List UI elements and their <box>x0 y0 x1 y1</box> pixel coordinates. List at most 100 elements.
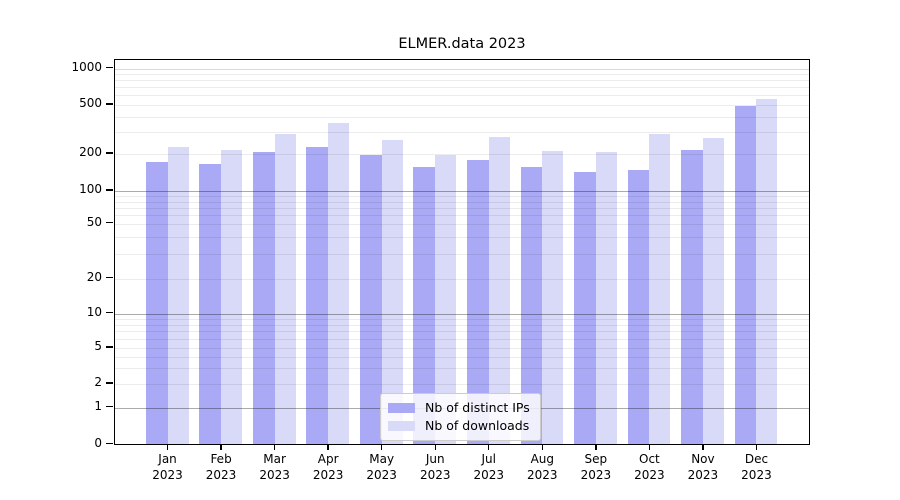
x-axis-tick-label: Jan 2023 <box>136 451 200 483</box>
y-axis-tick <box>106 67 113 69</box>
bar-downloads <box>488 136 510 445</box>
x-label-month: May <box>369 452 395 466</box>
y-axis-tick <box>106 103 113 105</box>
chart-title: ELMER.data 2023 <box>398 36 526 52</box>
x-axis-tick <box>220 444 222 450</box>
bar-downloads <box>381 139 403 445</box>
x-label-month: Jul <box>481 452 496 466</box>
gridline-1000 <box>115 68 809 70</box>
y-axis-tick-label: 50 <box>86 214 102 229</box>
bar-downloads <box>595 151 617 445</box>
y-axis-tick-label: 200 <box>79 145 102 159</box>
x-label-year: 2023 <box>634 468 665 482</box>
bar-distinct-ips <box>466 159 489 445</box>
y-axis-tick <box>106 312 113 314</box>
legend-row: Nb of distinct IPs <box>388 399 530 417</box>
bar-downloads <box>328 123 350 445</box>
x-axis-tick-label: Apr 2023 <box>296 451 360 483</box>
bar-distinct-ips <box>145 161 168 445</box>
x-label-year: 2023 <box>366 468 397 482</box>
y-axis-tick-label: 10 <box>86 304 102 319</box>
x-axis-tick-label: Nov 2023 <box>671 451 735 483</box>
y-axis-tick <box>106 346 113 348</box>
x-axis-tick <box>166 444 169 450</box>
bar-distinct-ips <box>734 106 757 445</box>
legend-swatch-distinct-ips <box>388 402 415 413</box>
x-label-year: 2023 <box>741 468 772 482</box>
x-label-year: 2023 <box>259 468 290 482</box>
bar-distinct-ips <box>252 151 275 445</box>
y-axis-tick-label: 100 <box>79 182 102 196</box>
x-label-month: Mar <box>263 452 286 466</box>
x-axis-tick-label: Mar 2023 <box>243 451 307 483</box>
x-label-year: 2023 <box>205 468 237 482</box>
y-axis-tick-label: 500 <box>79 96 102 110</box>
y-axis-tick-label: 2 <box>94 375 102 389</box>
y-axis-tick-label: 0 <box>94 435 102 450</box>
bar-distinct-ips <box>681 150 703 445</box>
gridline-minor <box>115 80 809 82</box>
gridline-minor <box>115 74 809 76</box>
x-label-month: Apr <box>317 452 339 466</box>
x-label-month: Sep <box>584 452 608 466</box>
y-axis-tick <box>106 152 113 154</box>
bar-downloads <box>274 133 296 445</box>
bar-distinct-ips <box>306 146 329 445</box>
x-axis-tick-label: Jul 2023 <box>457 451 521 483</box>
x-axis-tick-label: May 2023 <box>350 451 414 483</box>
x-axis-tick <box>380 444 383 450</box>
gridline-minor <box>115 132 809 134</box>
x-label-month: Dec <box>744 452 769 466</box>
bar-downloads <box>649 134 671 445</box>
gridline-minor <box>115 95 809 97</box>
x-axis-tick <box>434 444 436 450</box>
y-axis-tick <box>106 222 113 224</box>
x-label-month: Jan <box>158 452 177 466</box>
x-axis-tick <box>488 444 490 450</box>
x-axis-tick <box>327 444 329 450</box>
x-axis-tick <box>648 444 651 450</box>
bar-distinct-ips <box>574 172 596 445</box>
y-axis-tick <box>106 277 113 279</box>
x-axis-tick <box>541 444 543 450</box>
bar-downloads <box>756 98 778 445</box>
x-label-month: Aug <box>530 452 555 466</box>
gridline-minor <box>115 105 809 106</box>
legend-label-downloads: Nb of downloads <box>425 418 530 433</box>
x-axis-tick-label: Feb 2023 <box>189 451 253 483</box>
legend-label-distinct-ips: Nb of distinct IPs <box>425 400 530 415</box>
gridline-minor <box>115 116 809 118</box>
x-label-year: 2023 <box>527 468 558 482</box>
bar-distinct-ips <box>199 163 222 445</box>
x-axis-tick <box>755 444 758 450</box>
x-axis-tick-label: Aug 2023 <box>510 451 574 483</box>
x-axis-tick-label: Oct 2023 <box>617 451 681 483</box>
x-axis-tick-label: Dec 2023 <box>724 451 788 483</box>
y-axis-tick <box>106 405 113 408</box>
y-axis-tick-label: 20 <box>86 269 102 284</box>
bar-downloads <box>435 155 457 445</box>
x-axis-tick <box>702 444 704 450</box>
y-axis-tick-label: 1 <box>94 398 102 413</box>
y-axis-tick <box>106 189 113 191</box>
y-axis-tick-label: 5 <box>94 339 102 353</box>
bar-downloads <box>221 149 243 445</box>
bar-distinct-ips <box>627 169 650 445</box>
legend-swatch-downloads <box>388 420 415 431</box>
bar-distinct-ips <box>413 167 436 445</box>
x-label-year: 2023 <box>473 468 505 482</box>
x-axis-tick <box>595 444 597 450</box>
x-axis-tick-label: Jun 2023 <box>403 451 467 483</box>
y-axis-tick-label: 1000 <box>71 59 102 74</box>
x-label-month: Jun <box>425 452 445 466</box>
x-label-year: 2023 <box>580 468 612 482</box>
legend-row: Nb of downloads <box>388 417 530 435</box>
bar-downloads <box>167 146 189 445</box>
y-axis-tick <box>106 442 113 445</box>
bar-downloads <box>702 137 724 445</box>
y-axis-tick <box>106 382 113 384</box>
bar-distinct-ips <box>359 155 382 445</box>
x-label-year: 2023 <box>312 468 344 482</box>
bar-downloads <box>542 150 564 445</box>
